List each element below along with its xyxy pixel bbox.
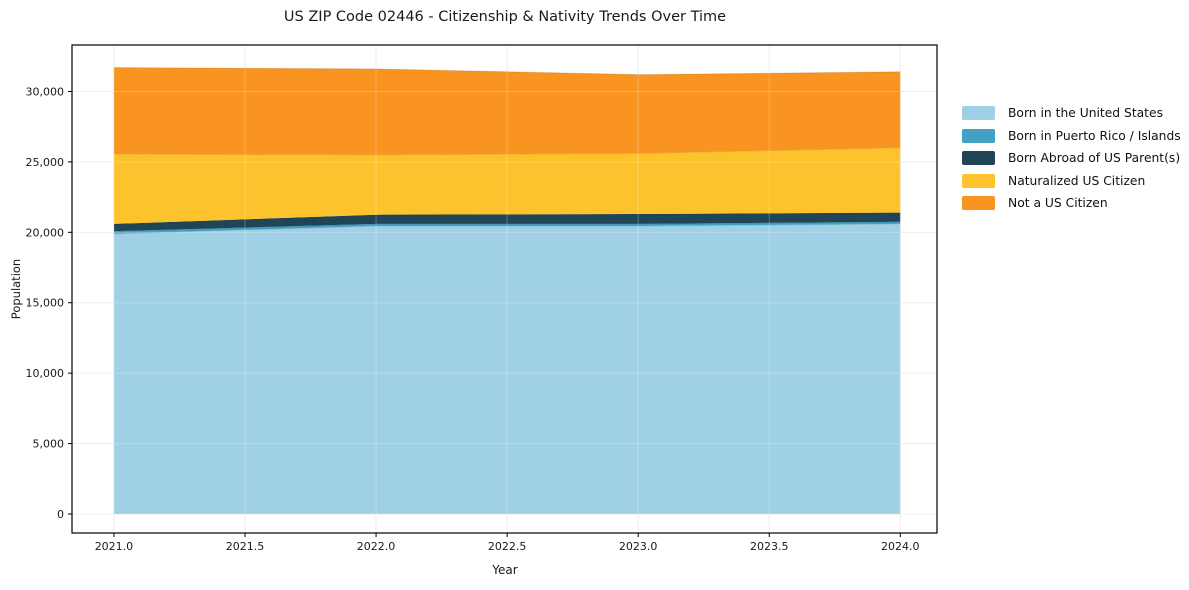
legend-label: Naturalized US Citizen [1008, 173, 1146, 188]
y-tick-label: 5,000 [33, 438, 65, 451]
legend-item-not-a-us-citizen: Not a US Citizen [962, 196, 1181, 210]
area-born-abroad-of-us-parent-s [113, 212, 901, 232]
y-tick-label: 25,000 [26, 156, 65, 169]
legend: Born in the United States Born in Puerto … [962, 106, 1181, 210]
legend-swatch [962, 173, 995, 188]
x-axis-label: Year [492, 563, 518, 577]
y-tick-label: 10,000 [26, 367, 65, 380]
legend-swatch [962, 196, 995, 210]
x-tick-label: 2021.5 [226, 540, 265, 553]
area-not-a-us-citizen [113, 67, 901, 155]
legend-label: Born in Puerto Rico / Islands [1008, 128, 1181, 143]
area-naturalized-us-citizen [113, 147, 901, 224]
x-tick-label: 2024.0 [881, 540, 920, 553]
legend-item-born-in-puerto-rico-islands: Born in Puerto Rico / Islands [962, 128, 1181, 143]
y-tick-label: 0 [57, 508, 64, 521]
x-tick-label: 2023.0 [619, 540, 658, 553]
y-tick-label: 30,000 [26, 85, 65, 98]
area-born-in-puerto-rico-islands [113, 221, 901, 234]
legend-label: Born in the United States [1008, 106, 1163, 120]
legend-item-born-in-the-united-states: Born in the United States [962, 106, 1181, 120]
legend-swatch [962, 128, 995, 143]
legend-label: Born Abroad of US Parent(s) [1008, 151, 1181, 165]
legend-swatch [962, 106, 995, 120]
area-edge-not-a-us-citizen [113, 67, 901, 76]
chart-title: US ZIP Code 02446 - Citizenship & Nativi… [283, 9, 727, 25]
legend-label: Not a US Citizen [1008, 196, 1108, 210]
legend-item-born-abroad-of-us-parent-s: Born Abroad of US Parent(s) [962, 151, 1181, 165]
x-tick-label: 2022.5 [488, 540, 527, 553]
legend-item-naturalized-us-citizen: Naturalized US Citizen [962, 173, 1181, 188]
area-born-in-the-united-states [113, 223, 901, 514]
x-tick-label: 2023.5 [750, 540, 789, 553]
y-tick-label: 20,000 [26, 226, 65, 239]
legend-swatch [962, 151, 995, 165]
x-tick-label: 2021.0 [95, 540, 134, 553]
y-tick-label: 15,000 [26, 297, 65, 310]
plot-frame [71, 44, 938, 534]
x-tick-label: 2022.0 [357, 540, 396, 553]
